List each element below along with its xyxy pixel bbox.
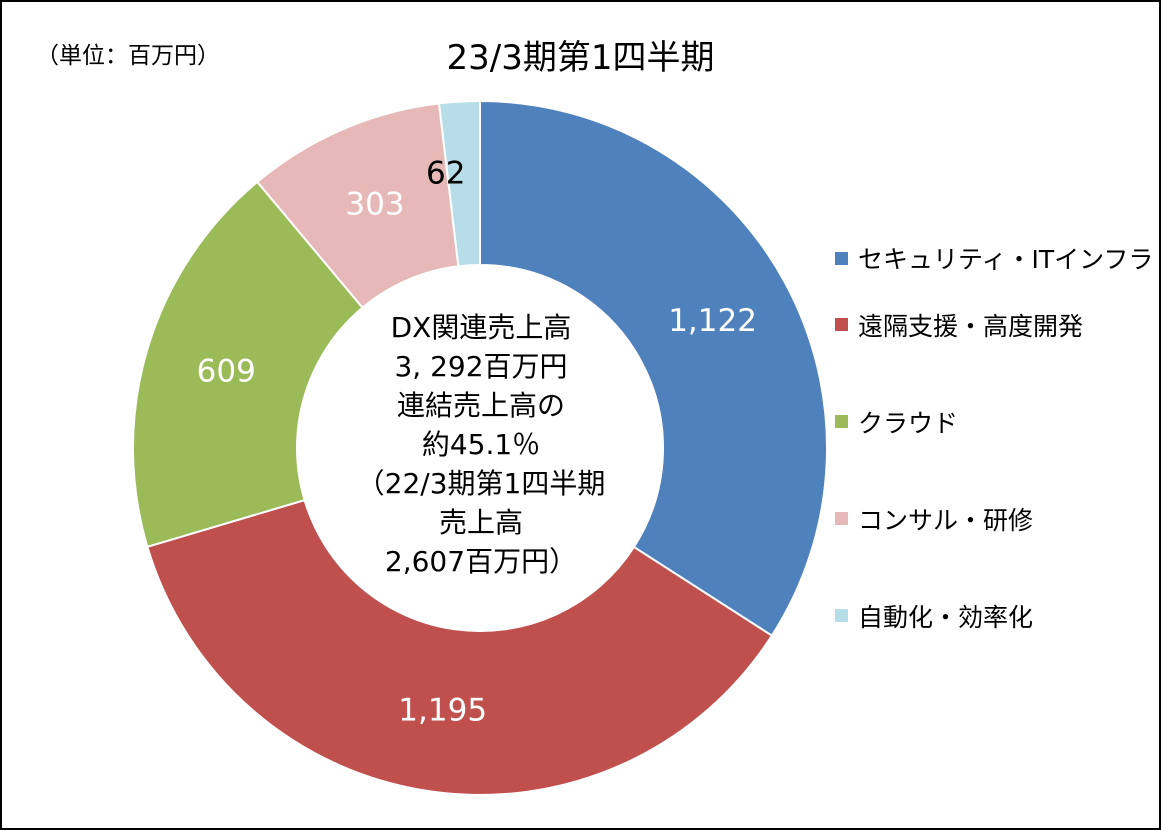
legend-label: 自動化・効率化 bbox=[858, 602, 1034, 632]
center-line-4: 約45.1％ bbox=[421, 428, 541, 461]
legend-item: コンサル・研修 bbox=[835, 470, 1155, 567]
legend-swatch bbox=[835, 251, 848, 265]
legend-label: セキュリティ・ITインフラ bbox=[858, 245, 1154, 274]
legend-item: 遠隔支援・高度開発 bbox=[835, 276, 1155, 373]
data-label: 1,122 bbox=[668, 303, 757, 339]
center-line-5: （22/3期第1四半期 bbox=[356, 467, 606, 500]
center-line-3: 連結売上高の bbox=[396, 389, 565, 422]
center-line-7: 2,607百万円） bbox=[384, 545, 578, 578]
legend-label: コンサル・研修 bbox=[858, 505, 1034, 535]
donut-slice bbox=[479, 99, 828, 638]
legend-swatch bbox=[835, 609, 848, 622]
legend-swatch bbox=[835, 512, 848, 525]
chart-title: 23/3期第1四半期 bbox=[0, 30, 1161, 79]
legend-item: セキュリティ・ITインフラ bbox=[835, 240, 1155, 276]
center-line-6: 売上高 bbox=[438, 506, 523, 539]
legend-label: 遠隔支援・高度開発 bbox=[858, 311, 1084, 341]
data-label: 609 bbox=[197, 354, 256, 390]
donut-slice bbox=[146, 498, 774, 796]
center-line-1: DX関連売上高 bbox=[390, 311, 572, 344]
legend-swatch bbox=[835, 415, 848, 428]
legend-item: 自動化・効率化 bbox=[835, 567, 1155, 664]
data-label: 303 bbox=[345, 187, 404, 223]
legend-label: クラウド bbox=[858, 408, 959, 438]
chart-title-text: 23/3期第1四半期 bbox=[446, 38, 715, 78]
legend-swatch bbox=[835, 318, 848, 331]
center-summary: DX関連売上高 3, 292百万円 連結売上高の 約45.1％ （22/3期第1… bbox=[300, 308, 662, 581]
center-line-2: 3, 292百万円 bbox=[394, 350, 568, 383]
data-label: 1,195 bbox=[398, 692, 487, 728]
donut-slice bbox=[437, 99, 481, 268]
legend: セキュリティ・ITインフラ 遠隔支援・高度開発 クラウド コンサル・研修 自動化… bbox=[835, 240, 1155, 664]
unit-label: （単位：百万円） bbox=[36, 43, 220, 69]
legend-item: クラウド bbox=[835, 373, 1155, 470]
data-label: 62 bbox=[426, 155, 465, 191]
donut-slice bbox=[132, 180, 364, 549]
